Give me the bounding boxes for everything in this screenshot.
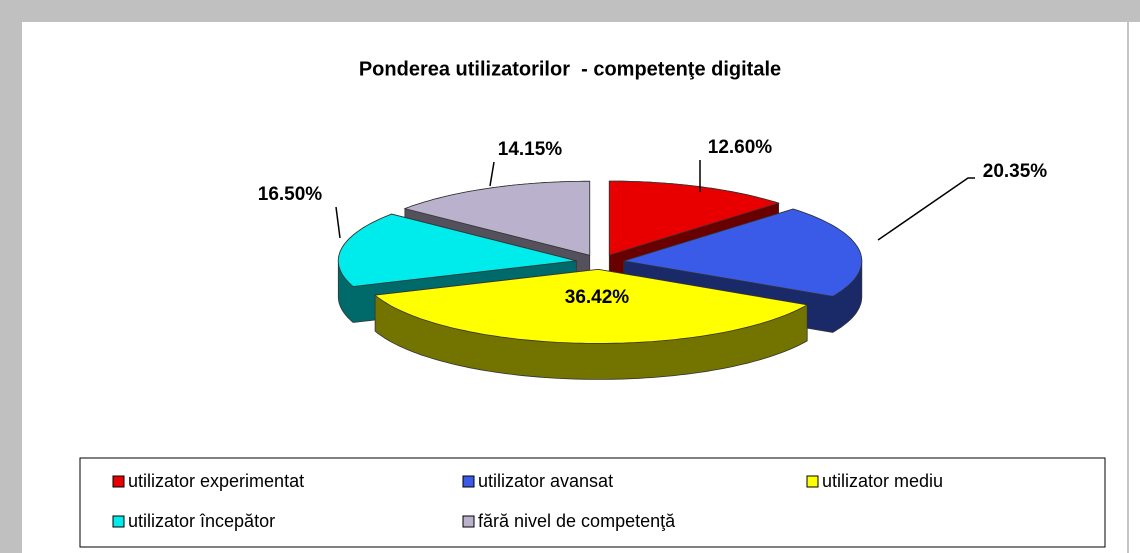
slice-top <box>623 208 863 297</box>
slice-top <box>608 180 780 256</box>
legend <box>79 457 1106 548</box>
legend-swatch <box>462 515 475 528</box>
legend-swatch <box>806 475 819 488</box>
legend-label: utilizator avansat <box>478 471 613 491</box>
leader-line <box>489 161 495 187</box>
leader-line <box>335 206 341 239</box>
data-label: 20.35% <box>983 161 1048 182</box>
legend-label: utilizator începător <box>128 511 275 531</box>
slice <box>374 268 809 380</box>
slice-top <box>374 268 809 344</box>
slice-top <box>403 180 591 256</box>
chart-title: Ponderea utilizatorilor - competenţe dig… <box>359 58 781 80</box>
legend-swatch <box>462 475 475 488</box>
legend-swatch <box>112 475 125 488</box>
data-label: 12.60% <box>708 137 773 158</box>
legend-label: fără nivel de competenţă <box>478 511 676 531</box>
legend-label: utilizator experimentat <box>128 471 304 491</box>
data-label: 16.50% <box>258 184 323 205</box>
legend-swatch <box>112 515 125 528</box>
legend-label: utilizator mediu <box>822 471 943 491</box>
data-label: 14.15% <box>498 139 563 160</box>
leader-line <box>877 177 975 241</box>
slice-top <box>337 213 577 287</box>
data-label: 36.42% <box>565 287 630 308</box>
